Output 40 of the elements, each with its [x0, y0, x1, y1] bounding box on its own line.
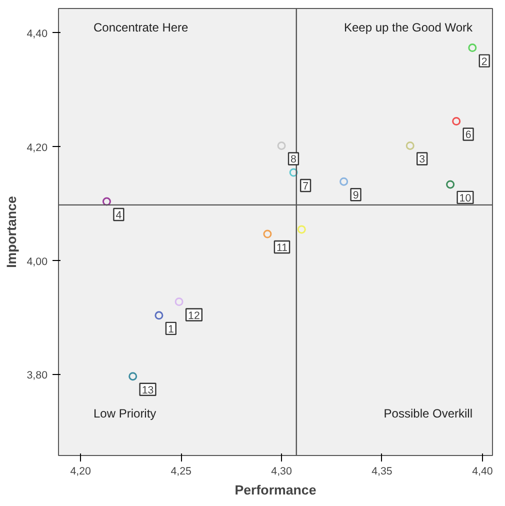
x-tick-label: 4,30: [271, 466, 292, 478]
point: [340, 177, 348, 186]
point: [452, 117, 461, 126]
x-tick-label: 4,20: [70, 466, 92, 478]
y-tick-label: 3,80: [26, 370, 48, 382]
point: [406, 141, 414, 150]
y-tick-label: 4,00: [26, 256, 48, 268]
annotation: 10: [459, 192, 472, 204]
point: [154, 311, 164, 320]
annotation: 12: [188, 310, 200, 322]
annotation: 4: [116, 210, 122, 222]
annotation: 7: [302, 180, 309, 192]
y-tick-label: 4,20: [26, 142, 48, 154]
y-axis-title: Importance: [4, 196, 19, 268]
point: [102, 197, 111, 206]
y-tick-label: 4,40: [26, 28, 48, 40]
point: [128, 372, 138, 381]
annotation: 8: [290, 154, 297, 166]
point: [468, 44, 477, 52]
annotation: Concentrate Here: [94, 20, 189, 34]
x-axis-title: Performance: [234, 482, 316, 498]
point: [277, 141, 286, 150]
point: [263, 230, 272, 238]
annotation: 6: [465, 129, 472, 142]
point: [446, 180, 455, 189]
annotation: 1: [168, 323, 174, 336]
point: [297, 225, 306, 234]
annotation: 9: [352, 190, 359, 202]
annotation: 11: [276, 242, 288, 254]
x-tick-label: 4,25: [170, 466, 192, 478]
annotation: 3: [419, 154, 426, 166]
annotation: 13: [142, 384, 154, 396]
point: [174, 298, 184, 306]
annotation: 2: [481, 56, 488, 68]
x-tick-label: 4,35: [372, 466, 392, 478]
annotation: Possible Overkill: [384, 406, 473, 420]
annotation: Low Priority: [94, 406, 156, 420]
x-tick-label: 4,40: [472, 466, 493, 478]
point: [289, 168, 298, 177]
annotation: Keep up the Good Work: [344, 20, 474, 34]
